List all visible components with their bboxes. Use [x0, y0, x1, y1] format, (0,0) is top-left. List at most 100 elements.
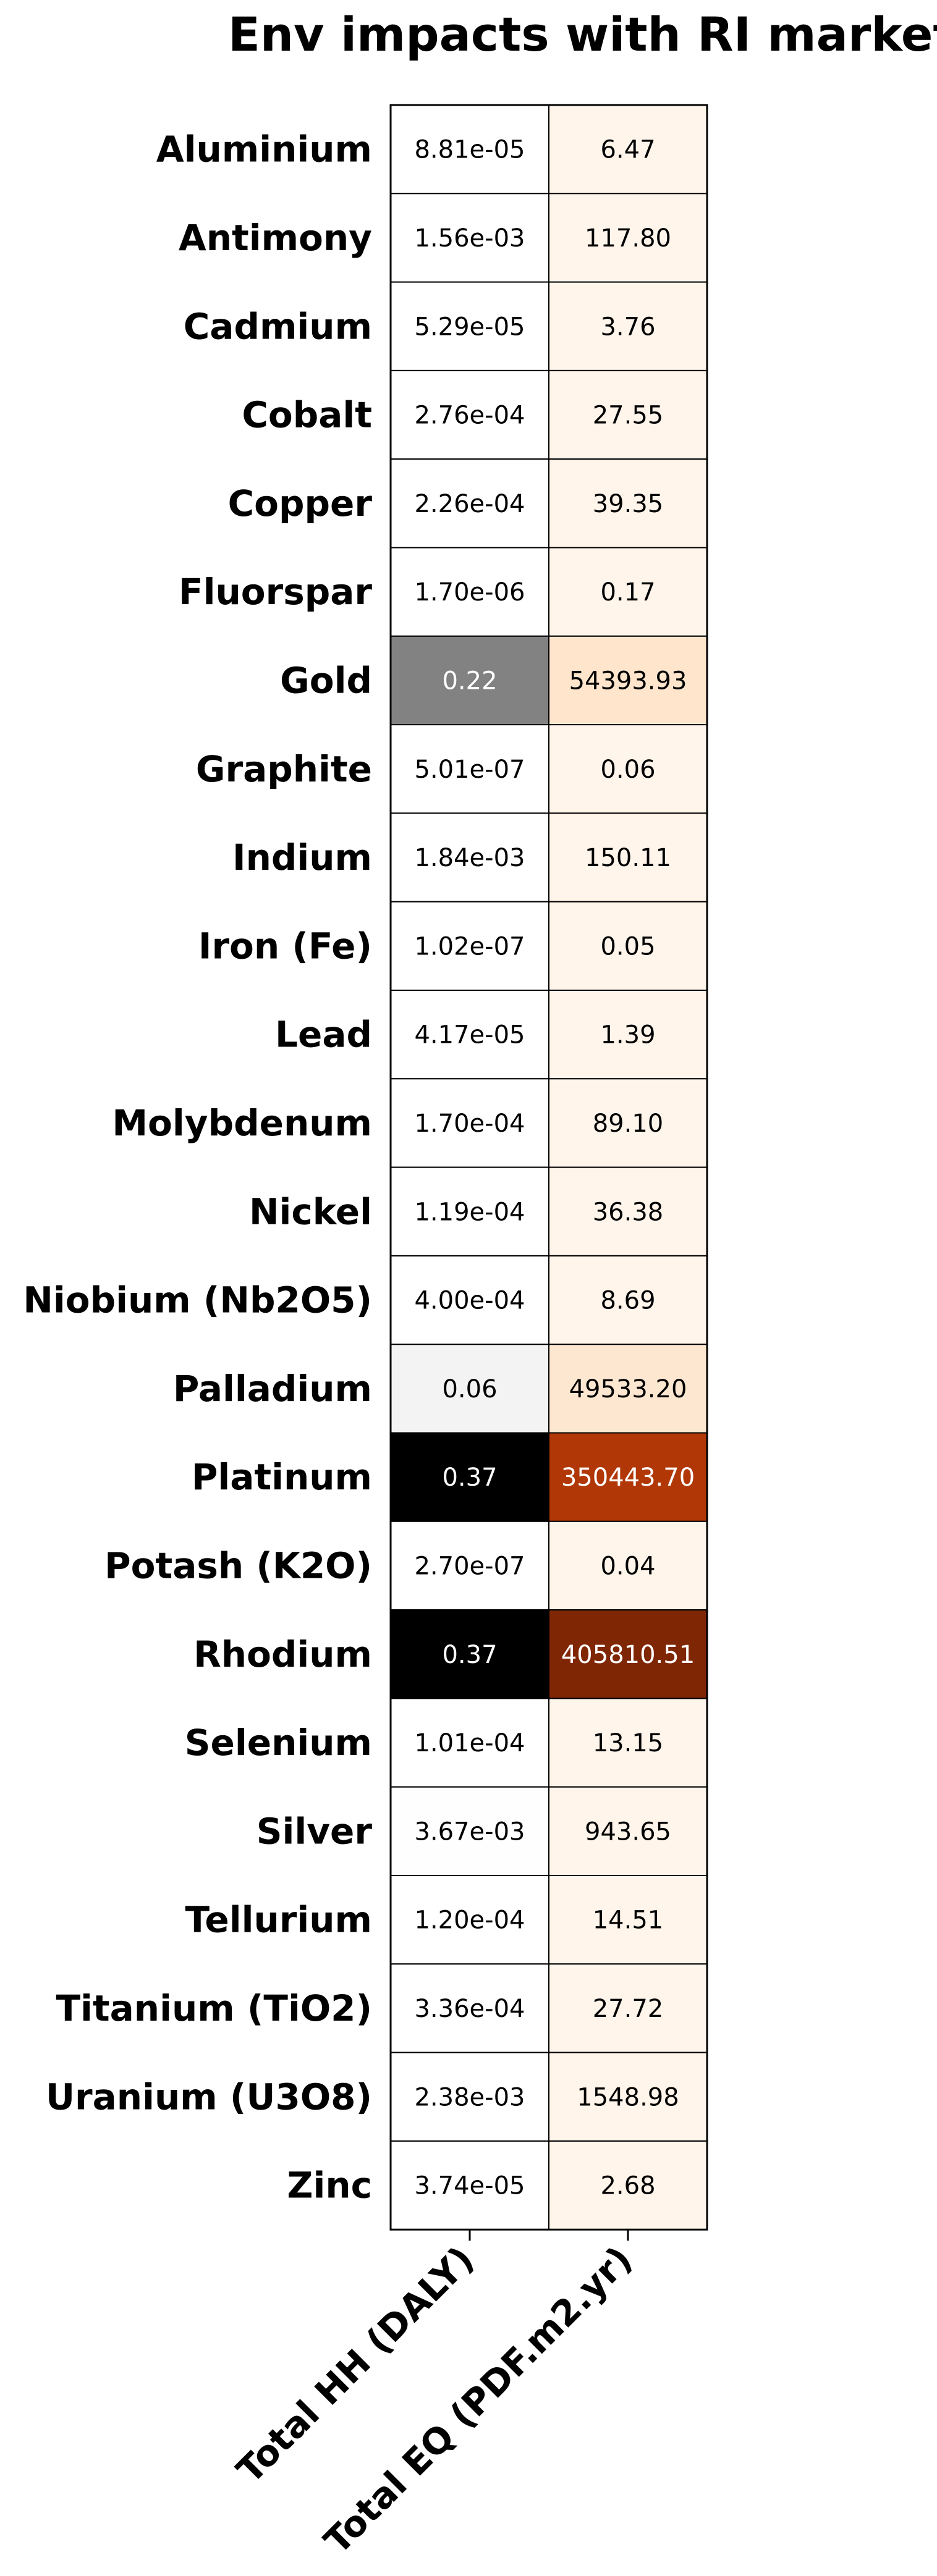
row-label: Uranium (U3O8) [46, 2076, 372, 2118]
cell-value-label: 2.26e-04 [414, 490, 525, 518]
column-label: Total EQ (PDF.m2.yr) [316, 2238, 640, 2562]
cell-value-label: 1.19e-04 [414, 1198, 525, 1226]
cell-value-label: 1.02e-07 [414, 932, 525, 961]
cell-value-label: 2.68 [600, 2172, 655, 2200]
cell-value-label: 3.74e-05 [414, 2172, 525, 2200]
column-labels: Total HH (DALY)Total EQ (PDF.m2.yr) [229, 2229, 640, 2562]
cell-value-label: 0.22 [442, 667, 497, 695]
cell-value-label: 1.01e-04 [414, 1729, 525, 1757]
cell-value-label: 117.80 [585, 224, 671, 253]
cell-value-label: 3.76 [600, 313, 655, 341]
cell-value-label: 0.06 [442, 1375, 497, 1404]
heatmap-cell [390, 281, 549, 371]
row-label: Fluorspar [179, 571, 372, 613]
cell-value-label: 5.01e-07 [414, 756, 525, 784]
cell-value-label: 89.10 [593, 1109, 664, 1138]
cell-value-label: 27.55 [593, 402, 664, 430]
cell-value-label: 39.35 [593, 490, 664, 518]
heatmap-cell [548, 2052, 708, 2142]
heatmap-cell [548, 1432, 708, 1522]
heatmap-cell [390, 1255, 549, 1345]
heatmap-cell [548, 458, 708, 549]
cell-value-label: 1548.98 [577, 2083, 679, 2111]
heatmap-cell [390, 901, 549, 991]
heatmap-cell [390, 369, 549, 460]
row-label: Indium [232, 836, 372, 878]
heatmap-cell [390, 1698, 549, 1788]
cell-value-label: 350443.70 [561, 1463, 695, 1492]
cell-value-label: 49533.20 [569, 1375, 687, 1404]
cell-value-label: 3.36e-04 [414, 1995, 525, 2023]
cell-value-label: 5.29e-05 [414, 313, 525, 341]
row-label: Rhodium [193, 1633, 372, 1675]
cell-value-label: 4.00e-04 [414, 1287, 525, 1315]
heatmap-cell [548, 635, 708, 726]
cell-value-label: 54393.93 [569, 667, 687, 695]
cell-value-label: 14.51 [593, 1906, 664, 1935]
heatmap-cell [548, 1963, 708, 2053]
cell-value-label: 8.69 [600, 1287, 655, 1315]
chart-title: Env impacts with RI markets [228, 7, 937, 62]
heatmap-cell [390, 1875, 549, 1965]
cell-value-label: 1.39 [600, 1021, 655, 1050]
heatmap-cell [390, 104, 549, 195]
row-label: Cobalt [242, 394, 372, 436]
row-label: Silver [257, 1810, 373, 1852]
cell-value-label: 1.84e-03 [414, 844, 525, 872]
row-label: Antimony [179, 217, 372, 259]
heatmap-cell [548, 990, 708, 1080]
heatmap-cell [390, 1963, 549, 2053]
cell-value-label: 0.04 [600, 1552, 655, 1580]
heatmap-cell [390, 458, 549, 549]
cell-value-label: 1.56e-03 [414, 224, 525, 253]
cell-value-label: 13.15 [593, 1729, 664, 1757]
heatmap-cell [548, 1875, 708, 1965]
row-label: Nickel [249, 1190, 372, 1232]
heatmap-cell [548, 1344, 708, 1434]
heatmap-cell [390, 1344, 549, 1434]
cell-value-label: 2.70e-07 [414, 1552, 525, 1580]
heatmap-cell [548, 104, 708, 195]
cell-value-label: 1.20e-04 [414, 1906, 525, 1935]
cell-value-label: 6.47 [600, 136, 655, 164]
row-label: Graphite [196, 748, 372, 790]
heatmap-cell [548, 281, 708, 371]
cell-value-label: 1.70e-06 [414, 578, 525, 607]
row-label: Aluminium [156, 128, 372, 170]
heatmap-cells: 8.81e-05 1.56e-03 5.29e-05 2.76e-04 2.26e-04… [390, 104, 708, 2231]
cell-value-label: 0.06 [600, 756, 655, 784]
row-label: Palladium [173, 1368, 372, 1410]
heatmap-cell [390, 1520, 549, 1611]
row-label: Zinc [287, 2165, 372, 2207]
row-label: Platinum [192, 1456, 372, 1498]
heatmap-cell [548, 1255, 708, 1345]
heatmap-cell [548, 1078, 708, 1168]
heatmap-cell [390, 2052, 549, 2142]
heatmap-cell [548, 2140, 708, 2231]
row-label: Gold [280, 659, 372, 701]
cell-value-label: 405810.51 [561, 1641, 695, 1669]
heatmap-cell [548, 369, 708, 460]
cell-value-label: 0.17 [600, 578, 655, 607]
cell-value-label: 1.70e-04 [414, 1109, 525, 1138]
cell-value-label: 0.37 [442, 1463, 497, 1492]
heatmap-cell [548, 1609, 708, 1699]
cell-value-label: 3.67e-03 [414, 1817, 525, 1846]
row-label: Lead [275, 1014, 372, 1056]
heatmap-cell [548, 1698, 708, 1788]
cell-value-label: 943.65 [585, 1817, 671, 1846]
row-label: Copper [228, 482, 373, 524]
cell-value-label: 4.17e-05 [414, 1021, 525, 1050]
heatmap-cell [390, 193, 549, 283]
row-label: Molybdenum [112, 1102, 372, 1144]
cell-value-label: 2.76e-04 [414, 402, 525, 430]
heatmap-cell [390, 1786, 549, 1876]
row-label: Niobium (Nb2O5) [23, 1279, 372, 1321]
row-label: Potash (K2O) [104, 1544, 372, 1586]
heatmap-cell [390, 1078, 549, 1168]
row-labels: Aluminium Antimony Cadmium Cobalt Copper Fluo… [23, 128, 372, 2207]
heatmap-cell [390, 547, 549, 637]
row-label: Iron (Fe) [198, 925, 372, 967]
plot-frame [389, 104, 708, 2231]
